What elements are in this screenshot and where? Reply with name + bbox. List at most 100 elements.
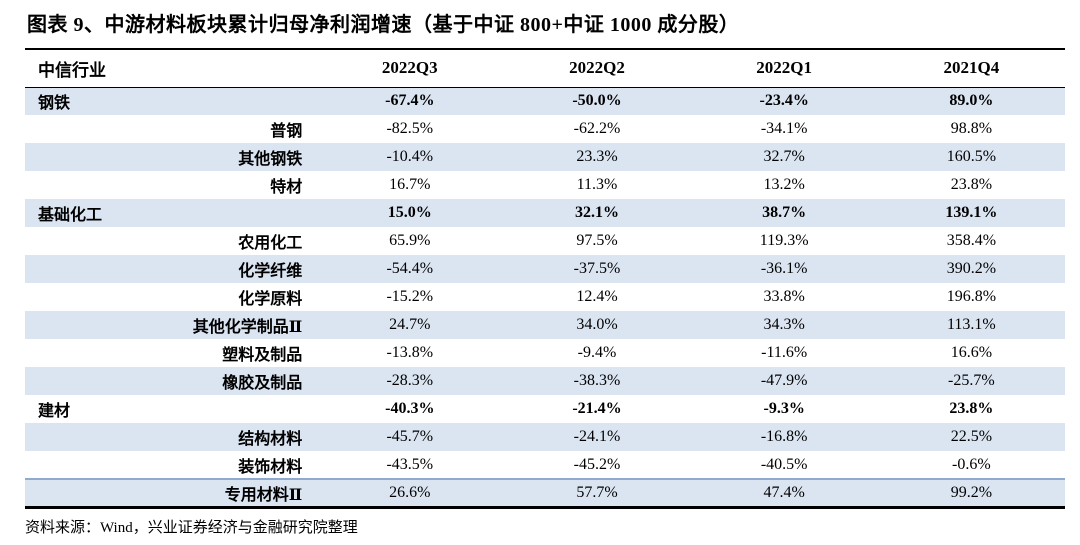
table-row: 塑料及制品 -13.8% -9.4% -11.6% 16.6% xyxy=(25,339,1065,367)
value-cell: 38.7% xyxy=(762,204,807,221)
value-cell: -67.4% xyxy=(385,92,435,110)
figure-title: 图表 9、中游材料板块累计归母净利润增速（基于中证 800+中证 1000 成分… xyxy=(27,14,740,36)
table-row: 建材 -40.3% -21.4% -9.3% 23.8% xyxy=(25,395,1065,423)
industry-cell: 橡胶及制品 xyxy=(222,375,303,392)
value-cell: 65.9% xyxy=(389,232,431,249)
column-header-2022q3: 2022Q3 xyxy=(316,49,504,88)
industry-cell: 钢铁 xyxy=(38,95,71,113)
value-cell: -62.2% xyxy=(573,120,621,137)
table-row: 其他化学制品Ⅱ 24.7% 34.0% 34.3% 113.1% xyxy=(25,311,1065,339)
value-cell: -10.4% xyxy=(386,148,434,165)
industry-cell: 结构材料 xyxy=(238,431,303,448)
table-row: 农用化工 65.9% 97.5% 119.3% 358.4% xyxy=(25,227,1065,255)
industry-cell: 特材 xyxy=(270,179,303,196)
value-cell: -11.6% xyxy=(761,344,808,361)
value-cell: -16.8% xyxy=(760,428,808,445)
value-cell: 98.8% xyxy=(950,120,993,137)
value-cell: -45.7% xyxy=(386,428,434,445)
value-cell: 23.3% xyxy=(576,148,618,165)
column-header-2021q4: 2021Q4 xyxy=(877,49,1065,88)
value-cell: 34.0% xyxy=(576,316,618,333)
value-cell: -45.2% xyxy=(573,455,621,473)
table-row: 结构材料 -45.7% -24.1% -16.8% 22.5% xyxy=(25,423,1065,451)
value-cell: 358.4% xyxy=(946,232,997,249)
value-cell: 32.7% xyxy=(763,148,805,165)
value-cell: -43.5% xyxy=(386,455,434,473)
value-cell: 12.4% xyxy=(576,288,618,305)
value-cell: 26.6% xyxy=(316,478,504,507)
column-header-industry: 中信行业 xyxy=(25,49,317,88)
value-cell: 32.1% xyxy=(574,204,619,221)
industry-cell: 其他钢铁 xyxy=(238,151,303,168)
industry-cell: 农用化工 xyxy=(238,235,303,252)
value-cell: 99.2% xyxy=(877,478,1065,507)
industry-cell: 塑料及制品 xyxy=(222,347,303,364)
value-cell: -36.1% xyxy=(760,260,808,277)
value-cell: 23.8% xyxy=(949,400,994,417)
table-row: 其他钢铁 -10.4% 23.3% 32.7% 160.5% xyxy=(25,143,1065,171)
table-row: 橡胶及制品 -28.3% -38.3% -47.9% -25.7% xyxy=(25,367,1065,395)
value-cell: 119.3% xyxy=(759,232,809,249)
value-cell: 196.8% xyxy=(946,288,997,305)
industry-cell: 其他化学制品Ⅱ xyxy=(192,319,303,336)
value-cell: -47.9% xyxy=(760,372,808,389)
value-cell: -50.0% xyxy=(572,92,622,110)
industry-cell: 化学原料 xyxy=(238,291,303,308)
value-cell: 160.5% xyxy=(946,148,997,165)
value-cell: -34.1% xyxy=(760,120,808,137)
table-row: 化学纤维 -54.4% -37.5% -36.1% 390.2% xyxy=(25,255,1065,283)
value-cell: -9.4% xyxy=(577,344,617,361)
column-header-2022q1: 2022Q1 xyxy=(690,49,878,88)
table-row: 化学原料 -15.2% 12.4% 33.8% 196.8% xyxy=(25,283,1065,311)
source-note: 资料来源：Wind，兴业证券经济与金融研究院整理 xyxy=(25,519,358,536)
value-cell: -54.4% xyxy=(386,260,434,277)
table-row: 钢铁 -67.4% -50.0% -23.4% 89.0% xyxy=(25,87,1065,115)
value-cell: 13.2% xyxy=(763,176,805,193)
value-cell: 390.2% xyxy=(946,260,997,277)
value-cell: 34.3% xyxy=(763,316,805,333)
value-cell: -82.5% xyxy=(386,120,434,137)
value-cell: -9.3% xyxy=(763,400,805,417)
value-cell: -0.6% xyxy=(952,455,991,473)
value-cell: 139.1% xyxy=(945,204,998,221)
value-cell: -24.1% xyxy=(573,428,621,445)
table-row: 装饰材料 -43.5% -45.2% -40.5% -0.6% xyxy=(25,451,1065,479)
table-row: 普钢 -82.5% -62.2% -34.1% 98.8% xyxy=(25,115,1065,143)
value-cell: 11.3% xyxy=(576,176,618,193)
industry-cell: 建材 xyxy=(38,403,71,420)
table-row: 特材 16.7% 11.3% 13.2% 23.8% xyxy=(25,171,1065,199)
value-cell: -40.3% xyxy=(385,400,435,417)
industry-cell: 装饰材料 xyxy=(238,458,303,476)
header-row: 中信行业 2022Q3 2022Q2 2022Q1 2021Q4 xyxy=(25,49,1065,88)
value-cell: 57.7% xyxy=(503,478,691,507)
value-cell: 22.5% xyxy=(950,428,993,445)
table-row: 专用材料Ⅱ 26.6% 57.7% 47.4% 99.2% xyxy=(25,478,1065,507)
value-cell: -25.7% xyxy=(948,372,995,389)
value-cell: -15.2% xyxy=(386,288,434,305)
value-cell: 33.8% xyxy=(763,288,805,305)
table-body: 钢铁 -67.4% -50.0% -23.4% 89.0% 普钢 -82.5% -62.2% -… xyxy=(25,87,1065,507)
column-header-2022q2: 2022Q2 xyxy=(503,49,691,88)
table-row: 基础化工 15.0% 32.1% 38.7% 139.1% xyxy=(25,199,1065,227)
industry-cell: 专用材料Ⅱ xyxy=(25,478,317,507)
value-cell: -37.5% xyxy=(573,260,621,277)
value-cell: -28.3% xyxy=(386,372,434,389)
value-cell: 97.5% xyxy=(576,232,618,249)
value-cell: 16.7% xyxy=(389,176,431,193)
value-cell: -23.4% xyxy=(759,92,809,110)
value-cell: 16.6% xyxy=(950,344,993,361)
value-cell: -38.3% xyxy=(573,372,621,389)
value-cell: 89.0% xyxy=(949,92,994,110)
industry-cell: 普钢 xyxy=(270,123,303,140)
value-cell: 24.7% xyxy=(389,316,431,333)
value-cell: 113.1% xyxy=(947,316,996,333)
value-cell: 23.8% xyxy=(950,176,993,193)
value-cell: 47.4% xyxy=(690,478,878,507)
value-cell: 15.0% xyxy=(387,204,432,221)
value-cell: -40.5% xyxy=(760,455,808,473)
industry-cell: 化学纤维 xyxy=(238,263,303,280)
industry-cell: 基础化工 xyxy=(38,207,103,224)
value-cell: -13.8% xyxy=(386,344,434,361)
value-cell: -21.4% xyxy=(572,400,622,417)
